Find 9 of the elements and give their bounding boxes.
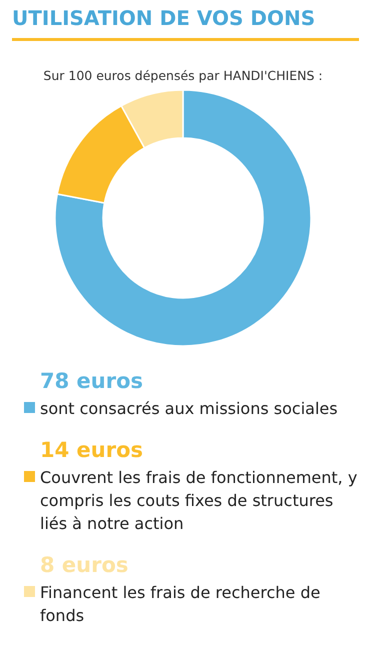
donut-slice [54, 89, 312, 347]
chart-subtitle: Sur 100 euros dépensés par HANDI'CHIENS : [43, 68, 323, 83]
chart-title: UTILISATION DE VOS DONS [12, 6, 316, 30]
legend-label: Financent les frais de recherche de fonds [40, 583, 320, 625]
data-label: 78 euros [40, 369, 144, 393]
data-label: 14 euros [40, 438, 144, 462]
legend-label: Couvrent les frais de fonctionnement, y compris les couts fixes de structures liés à notre action [40, 468, 358, 533]
legend-label: sont consacrés aux missions sociales [40, 399, 338, 418]
data-label: 8 euros [40, 553, 128, 577]
